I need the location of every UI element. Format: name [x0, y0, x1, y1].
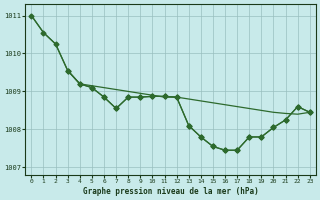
X-axis label: Graphe pression niveau de la mer (hPa): Graphe pression niveau de la mer (hPa) — [83, 187, 259, 196]
